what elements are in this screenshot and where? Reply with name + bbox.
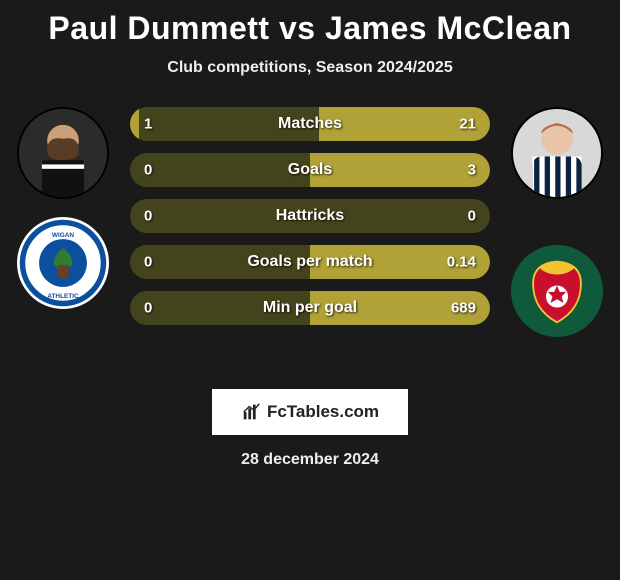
stat-row: 0 Goals per match 0.14 [130, 245, 490, 279]
stat-value-left: 0 [144, 300, 152, 317]
chart-icon [241, 401, 263, 423]
subtitle: Club competitions, Season 2024/2025 [0, 59, 620, 77]
player1-name: Paul Dummett [48, 10, 269, 46]
stat-label: Hattricks [276, 207, 344, 225]
svg-text:WIGAN: WIGAN [52, 232, 75, 239]
svg-text:ATHLETIC: ATHLETIC [47, 293, 79, 300]
stat-row: 0 Hattricks 0 [130, 199, 490, 233]
player2-club-logo [511, 245, 603, 337]
stat-value-right: 0 [468, 208, 476, 225]
stat-label: Goals per match [247, 253, 372, 271]
comparison-card: Paul Dummett vs James McClean Club compe… [0, 0, 620, 580]
player2-name: James McClean [325, 10, 572, 46]
stat-value-right: 3 [468, 162, 476, 179]
stat-value-left: 0 [144, 208, 152, 225]
stat-label: Min per goal [263, 299, 357, 317]
right-column [502, 107, 612, 337]
person-icon [19, 109, 107, 197]
stat-row: 0 Min per goal 689 [130, 291, 490, 325]
stat-label: Matches [278, 115, 342, 133]
stat-fill-left [130, 107, 139, 141]
page-title: Paul Dummett vs James McClean [0, 0, 620, 47]
club-crest-icon: WIGAN ATHLETIC [17, 217, 109, 309]
player1-photo [17, 107, 109, 199]
brand-badge[interactable]: FcTables.com [212, 389, 408, 435]
stat-value-right: 0.14 [447, 254, 476, 271]
stat-value-right: 21 [459, 116, 476, 133]
stat-value-right: 689 [451, 300, 476, 317]
club-crest-icon [511, 245, 603, 337]
stat-fill-right [310, 153, 490, 187]
stat-row: 1 Matches 21 [130, 107, 490, 141]
stat-value-left: 0 [144, 254, 152, 271]
player1-club-logo: WIGAN ATHLETIC [17, 217, 109, 309]
stat-label: Goals [288, 161, 332, 179]
stat-value-left: 1 [144, 116, 152, 133]
stat-bars: 1 Matches 21 0 Goals 3 0 Hattricks 0 0 Goals per m… [130, 107, 490, 337]
vs-separator: vs [270, 10, 325, 46]
person-icon [513, 109, 601, 197]
stat-row: 0 Goals 3 [130, 153, 490, 187]
stat-value-left: 0 [144, 162, 152, 179]
player2-photo [511, 107, 603, 199]
left-column: WIGAN ATHLETIC [8, 107, 118, 309]
comparison-content: WIGAN ATHLETIC [0, 107, 620, 367]
date-text: 28 december 2024 [0, 451, 620, 469]
brand-text: FcTables.com [267, 402, 379, 422]
